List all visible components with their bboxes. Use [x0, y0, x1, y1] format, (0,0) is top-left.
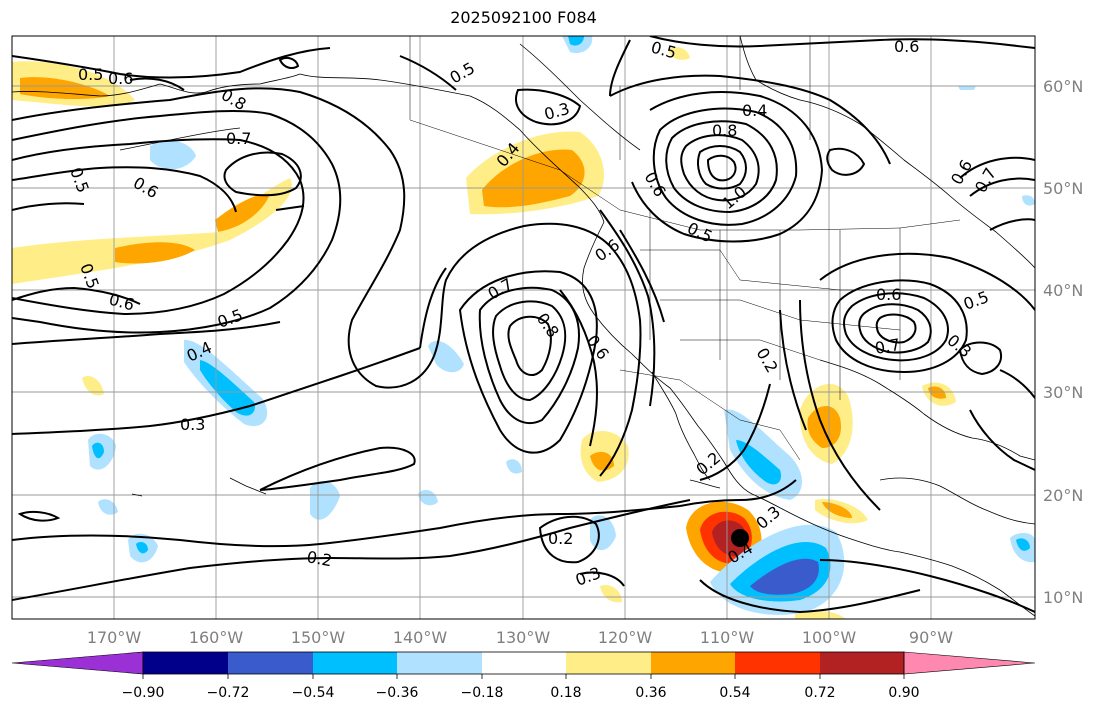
- fill-negative-23: [1022, 195, 1035, 206]
- colorbar-tick-label: 0.36: [635, 685, 666, 701]
- fill-negative-8: [136, 542, 148, 554]
- fill-positive-18: [795, 610, 846, 619]
- fill-negative-6: [92, 442, 104, 459]
- lon-tick-label: 160°W: [189, 628, 244, 647]
- fill-negative-15: [736, 440, 782, 485]
- contour-lines: [12, 36, 1035, 614]
- fill-positive-19: [668, 47, 690, 60]
- fill-positive-7: [482, 149, 585, 208]
- fill-negative-22: [568, 36, 584, 46]
- colorbar-tick-label: 0.54: [719, 685, 750, 701]
- colorbar-segment: [566, 652, 651, 674]
- colorbar-extend-left: [11, 651, 144, 675]
- colorbar-tick-label: −0.36: [376, 685, 419, 701]
- fill-positive-4: [115, 242, 195, 264]
- colorbar-tick-label: 0.72: [804, 685, 835, 701]
- lon-tick-label: 140°W: [393, 628, 448, 647]
- colorbar-segment: [482, 652, 566, 674]
- lon-tick-label: 130°W: [496, 628, 551, 647]
- fill-positive-3: [12, 178, 292, 284]
- colorbar-segment: [228, 652, 313, 674]
- colorbar-segment: [143, 652, 228, 674]
- lon-tick-label: 100°W: [802, 628, 857, 647]
- fill-negative-14: [724, 409, 802, 500]
- fill-negative-18: [750, 558, 819, 595]
- contour-label: 0.7: [873, 335, 901, 358]
- fill-negative-10: [418, 489, 438, 506]
- lat-tick-label: 50°N: [1043, 179, 1083, 198]
- lat-tick-labels: 60°N 50°N 40°N 30°N 20°N 10°N: [1043, 77, 1083, 607]
- contour-label: 0.4: [742, 101, 767, 120]
- colorbar-segment: [651, 652, 735, 674]
- colorbar-segment: [313, 652, 397, 674]
- lon-tick-label: 90°W: [909, 628, 953, 647]
- colorbar-segment: [820, 652, 904, 674]
- lon-tick-label: 170°W: [87, 628, 142, 647]
- lon-tick-label: 120°W: [598, 628, 653, 647]
- fill-positive-16: [82, 375, 104, 396]
- graticule: [12, 36, 1035, 619]
- colorbar-tick-label: −0.72: [207, 685, 250, 701]
- fill-positive-2: [20, 77, 110, 100]
- fill-positive-5: [215, 193, 270, 232]
- contour-label: 0.6: [894, 37, 919, 56]
- fill-negative-20: [1016, 538, 1030, 551]
- lon-tick-labels: 170°W 160°W 150°W 140°W 130°W 120°W 110°…: [87, 628, 953, 647]
- colorbar-segment: [735, 652, 820, 674]
- colorbar-tick-label: −0.90: [122, 685, 165, 701]
- map-frame: [11, 35, 1036, 620]
- lat-tick-label: 60°N: [1043, 77, 1083, 96]
- lon-tick-label: 150°W: [291, 628, 346, 647]
- lat-tick-label: 10°N: [1043, 588, 1083, 607]
- map-background: [12, 36, 1035, 619]
- fill-positive-13: [822, 502, 852, 518]
- contour-label: 0.3: [180, 415, 205, 434]
- chart-title: 2025092100 F084: [450, 8, 597, 27]
- fill-negative-3: [200, 360, 255, 416]
- fill-negative-24: [958, 86, 976, 90]
- lat-tick-label: 40°N: [1043, 281, 1083, 300]
- lat-tick-label: 20°N: [1043, 486, 1083, 505]
- contour-label: 0.8: [712, 121, 737, 140]
- fill-hurricane-eye: [731, 529, 749, 547]
- colorbar: −0.90 −0.72 −0.54 −0.36 −0.18 0.18 0.36 …: [11, 651, 1036, 701]
- contour-label: 0.6: [108, 69, 133, 88]
- fill-positive-15: [928, 386, 946, 399]
- contour-label: 0.2: [548, 529, 573, 548]
- colorbar-tick-label: 0.90: [888, 685, 919, 701]
- contour-label: 0.6: [876, 285, 901, 304]
- contour-label: 0.7: [226, 129, 251, 148]
- colorbar-segment: [397, 652, 482, 674]
- lon-tick-label: 110°W: [700, 628, 755, 647]
- fill-positive-11: [807, 405, 842, 448]
- fill-positive-17: [600, 584, 622, 603]
- anomaly-fills: [12, 36, 1035, 619]
- lat-tick-label: 30°N: [1043, 383, 1083, 402]
- colorbar-tick-label: −0.54: [292, 685, 335, 701]
- fill-negative-1: [150, 140, 196, 170]
- colorbar-extend-right: [903, 651, 1036, 675]
- fill-negative-11: [98, 499, 118, 515]
- fill-negative-9: [310, 481, 340, 520]
- fill-negative-12: [506, 459, 522, 474]
- colorbar-tick-label: 0.18: [550, 685, 581, 701]
- colorbar-tick-label: −0.18: [461, 685, 504, 701]
- contour-label: 0.2: [305, 547, 333, 570]
- contour-label: 0.5: [78, 65, 103, 84]
